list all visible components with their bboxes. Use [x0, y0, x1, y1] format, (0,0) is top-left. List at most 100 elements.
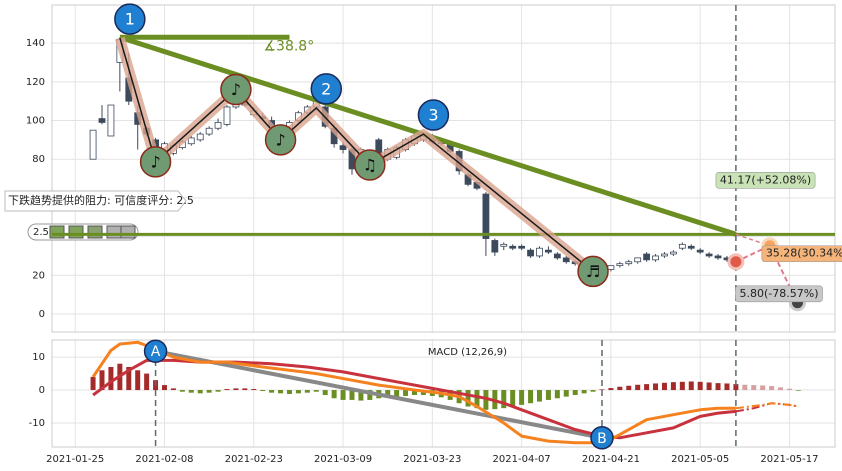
macd-bar: [206, 390, 212, 393]
target-label: 41.17(+52.08%): [715, 172, 816, 189]
candle-body: [196, 133, 204, 141]
target-label-bg: [715, 172, 816, 189]
macd-bar: [197, 390, 203, 394]
macd-forecast-bar: [778, 387, 784, 391]
plot-layer: 020406080100120140-100102021-01-252021-0…: [26, 4, 836, 465]
macd-bar: [313, 390, 319, 392]
pivot-label: ♪: [275, 130, 285, 149]
pivot-marker: [139, 146, 172, 178]
macd-bar: [170, 388, 176, 391]
pivot-label: ♫: [363, 156, 377, 175]
macd-bar: [581, 390, 587, 394]
y-tick-label: 100: [26, 116, 45, 127]
y-tick-label: 120: [26, 77, 45, 88]
macd-forecast-bar: [742, 384, 748, 391]
candle-body: [545, 249, 552, 253]
macd-bar: [644, 384, 650, 391]
pivot-label: 3: [428, 106, 438, 125]
score-icon: [87, 225, 103, 239]
plot-frame: [51, 4, 836, 333]
candle-body: [562, 257, 570, 263]
divergence-line: [155, 349, 603, 440]
macd-bar: [599, 389, 605, 391]
macd-bar: [260, 390, 266, 392]
macd-bar: [474, 390, 480, 409]
candle-body: [696, 249, 704, 253]
y-tick-label: 140: [26, 38, 45, 49]
macd-bar: [340, 390, 346, 400]
macd-bar: [635, 384, 641, 391]
y-tick-label: -10: [29, 418, 45, 429]
score-icon: [106, 225, 122, 239]
candle-body: [205, 127, 213, 135]
macd-bar: [545, 390, 551, 400]
forecast-line: [735, 244, 799, 304]
y-tick-label: 0: [39, 309, 45, 320]
pivot-marker: [354, 149, 386, 181]
macd-bar: [697, 381, 703, 391]
candle-body: [687, 245, 695, 249]
macd-bar: [724, 383, 730, 391]
y-tick-label: 10: [32, 352, 45, 363]
macd-bar: [358, 390, 364, 401]
score-icon: [120, 225, 136, 239]
pivot-marker: [417, 99, 450, 131]
macd-bar: [135, 370, 141, 391]
macd-forecast-bar: [751, 385, 757, 391]
candle-body: [518, 245, 526, 249]
y-tick-label: 80: [32, 154, 45, 165]
x-tick-label: 2021-05-17: [760, 454, 818, 465]
macd-bar: [536, 390, 542, 402]
macd-marker: [143, 339, 168, 363]
forecast-label: 35.28(30.34%): [761, 245, 842, 263]
macd-bar: [295, 390, 301, 394]
candle-body: [678, 243, 686, 249]
score-icon: [68, 225, 84, 239]
macd-marker-label: B: [597, 431, 607, 447]
score-icon: [49, 225, 65, 239]
forecast-label-text: 35.28(30.34%): [766, 247, 842, 260]
macd-bar: [286, 390, 292, 394]
candle-body: [661, 253, 668, 257]
macd-bar: [251, 389, 257, 391]
macd-bar: [188, 390, 194, 393]
macd-bar: [733, 384, 739, 391]
candle-body: [223, 106, 231, 125]
macd-bar: [483, 390, 489, 410]
forecast-label-bg: [761, 245, 842, 263]
macd-bar: [242, 388, 248, 391]
candle-body: [536, 247, 543, 257]
candle-body: [643, 253, 651, 261]
y-tick-label: 20: [32, 270, 45, 281]
candle-body: [107, 104, 115, 137]
macd-bar: [465, 390, 471, 407]
x-tick-label: 2021-02-08: [135, 454, 193, 465]
pivot-marker: [220, 73, 252, 106]
macd-bar: [661, 382, 667, 391]
angle-label: ∡38.8°: [263, 38, 314, 54]
macd-bar: [572, 390, 578, 395]
macd-bar: [144, 373, 150, 391]
overlay-layer: 下跌趋势提供的阻力: 可信度评分: 2.5 2.5 ∡38.8° 1 ♪ ♪ ♪ 2 ♫ 3 ♬…: [4, 3, 842, 450]
pivot-label: ♬: [586, 262, 600, 281]
macd-bar: [715, 383, 721, 391]
candle-body: [500, 243, 508, 247]
macd-bar: [108, 366, 114, 391]
macd-bar: [626, 385, 632, 391]
forecast-label-text: 5.80(-78.57%): [740, 287, 819, 300]
candle-body: [509, 245, 517, 249]
candle-body: [482, 193, 490, 239]
macd-forecast-bar: [760, 385, 766, 391]
pivot-label: ♪: [150, 152, 160, 171]
target-label-text: 41.17(+52.08%): [720, 173, 811, 186]
pivot-label: ♪: [231, 80, 241, 99]
macd-bar: [411, 390, 417, 395]
macd-forecast-bar: [786, 388, 792, 391]
candle-body: [187, 137, 195, 145]
macd-bar: [126, 366, 132, 391]
macd-bar: [349, 390, 355, 400]
macd-bar: [403, 390, 409, 396]
candle-body: [527, 249, 534, 257]
macd-bar: [224, 389, 230, 391]
